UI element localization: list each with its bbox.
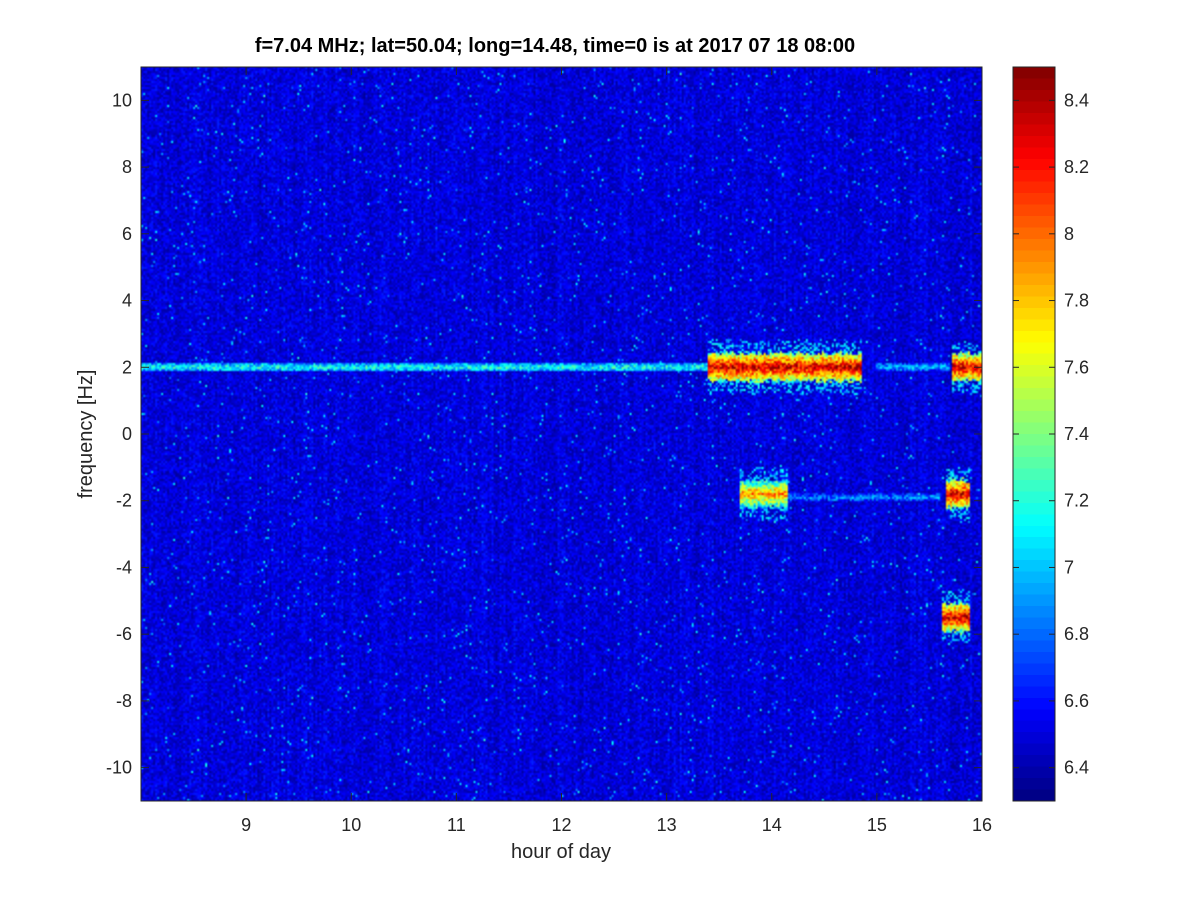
x-tick-label: 14 [762, 815, 782, 835]
x-tick-label: 13 [657, 815, 677, 835]
y-tick-label: 0 [122, 424, 132, 444]
y-tick-label: 4 [122, 291, 132, 311]
colorbar-gradient [1013, 67, 1055, 801]
y-tick-label: -4 [116, 557, 132, 577]
x-tick-label: 10 [341, 815, 361, 835]
x-tick-label: 15 [867, 815, 887, 835]
chart-title: f=7.04 MHz; lat=50.04; long=14.48, time=… [255, 35, 855, 57]
colorbar-ticks: 8.4 8.2 8 7.8 7.6 7.4 7.2 7 6.8 6.6 6.4 [1013, 90, 1089, 778]
x-axis-label: hour of day [511, 841, 611, 863]
y-tick-label: -10 [106, 758, 132, 778]
colorbar-tick-label: 8.4 [1064, 90, 1089, 110]
y-tick-label: -2 [116, 491, 132, 511]
y-tick-label: 8 [122, 157, 132, 177]
y-tick-label: 10 [112, 90, 132, 110]
colorbar-tick-label: 7.2 [1064, 491, 1089, 511]
y-axis: 10 8 6 4 2 0 -2 -4 -6 -8 -10 [106, 90, 982, 778]
colorbar: 8.4 8.2 8 7.8 7.6 7.4 7.2 7 6.8 6.6 6.4 [1012, 66, 1089, 802]
heatmap-image [141, 67, 982, 801]
colorbar-tick-label: 8.2 [1064, 157, 1089, 177]
colorbar-tick-label: 6.8 [1064, 624, 1089, 644]
y-tick-label: 2 [122, 357, 132, 377]
y-tick-label: -6 [116, 624, 132, 644]
x-tick-label: 12 [551, 815, 571, 835]
colorbar-tick-label: 7 [1064, 557, 1074, 577]
colorbar-tick-label: 7.8 [1064, 291, 1089, 311]
colorbar-tick-label: 7.4 [1064, 424, 1089, 444]
y-axis-label: frequency [Hz] [75, 370, 97, 499]
x-tick-label: 9 [241, 815, 251, 835]
y-tick-label: 6 [122, 224, 132, 244]
x-tick-label: 16 [972, 815, 992, 835]
colorbar-tick-label: 7.6 [1064, 357, 1089, 377]
x-tick-label: 11 [447, 815, 466, 835]
x-axis: 9 10 11 12 13 14 15 16 [241, 67, 992, 835]
colorbar-tick-label: 8 [1064, 224, 1074, 244]
plot-area [140, 66, 983, 802]
colorbar-tick-label: 6.6 [1064, 691, 1089, 711]
y-tick-label: -8 [116, 691, 132, 711]
colorbar-tick-label: 6.4 [1064, 758, 1089, 778]
